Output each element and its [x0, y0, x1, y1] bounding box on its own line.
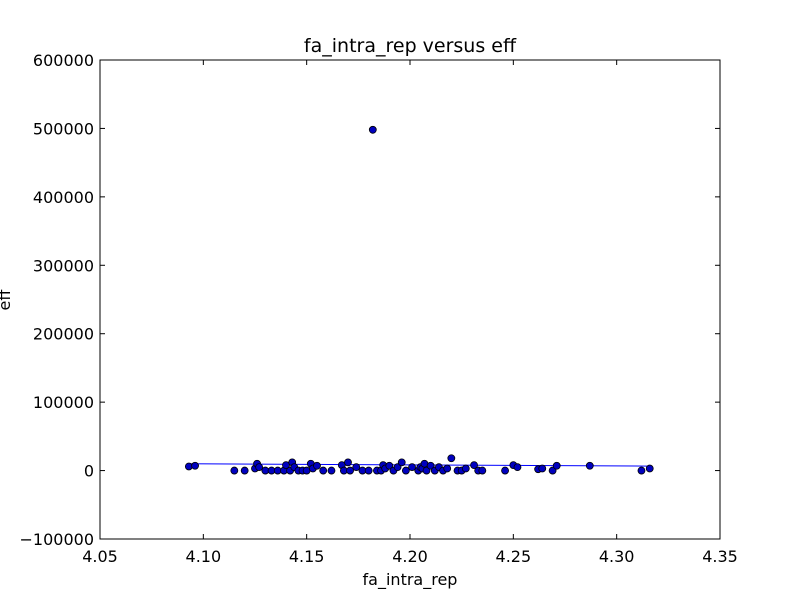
data-point: [408, 463, 416, 472]
data-point: [447, 454, 456, 463]
y-tick-label: 100000: [33, 393, 94, 412]
data-point: [637, 466, 646, 475]
x-axis-label: fa_intra_rep: [363, 570, 458, 590]
data-point: [344, 458, 352, 467]
y-tick-label: 200000: [33, 325, 94, 344]
data-point: [470, 461, 478, 469]
x-tick-label: 4.05: [82, 547, 118, 566]
data-point: [240, 466, 249, 475]
x-tick-label: 4.35: [702, 547, 738, 566]
data-point: [191, 461, 199, 470]
chart-title: fa_intra_rep versus eff: [304, 35, 517, 57]
data-point: [364, 466, 373, 475]
x-tick-label: 4.20: [392, 547, 428, 566]
data-point: [461, 464, 470, 473]
data-point: [538, 464, 547, 473]
data-point: [401, 466, 410, 475]
y-tick-label: 300000: [33, 256, 94, 275]
data-point: [397, 458, 406, 467]
y-tick-label: −100000: [20, 530, 94, 549]
data-point: [352, 463, 361, 472]
data-point: [368, 125, 377, 134]
x-tick-label: 4.30: [599, 547, 635, 566]
data-point: [513, 463, 522, 472]
data-point: [346, 466, 354, 475]
data-point: [443, 464, 452, 473]
y-tick-label: 400000: [33, 188, 94, 207]
plot-frame: [99, 59, 721, 540]
data-point: [478, 466, 487, 475]
data-point: [230, 466, 239, 475]
data-point: [255, 463, 264, 472]
y-tick-label: 600000: [33, 51, 94, 70]
data-point: [319, 466, 328, 475]
x-tick-label: 4.15: [289, 547, 325, 566]
data-point: [327, 466, 336, 475]
data-point: [585, 461, 594, 470]
y-tick-label: 0: [84, 462, 94, 481]
y-tick-label: 500000: [33, 119, 94, 138]
data-point: [645, 464, 654, 473]
x-tick-label: 4.10: [186, 547, 222, 566]
plot-layer: 4.05 4.10 4.15 4.20 4.25 4.30 4.35 600000 500000…: [20, 51, 738, 566]
data-point: [313, 461, 321, 470]
y-axis-label: eff: [0, 289, 14, 311]
x-tick-label: 4.25: [496, 547, 532, 566]
data-point: [552, 461, 561, 470]
data-point: [501, 466, 509, 475]
